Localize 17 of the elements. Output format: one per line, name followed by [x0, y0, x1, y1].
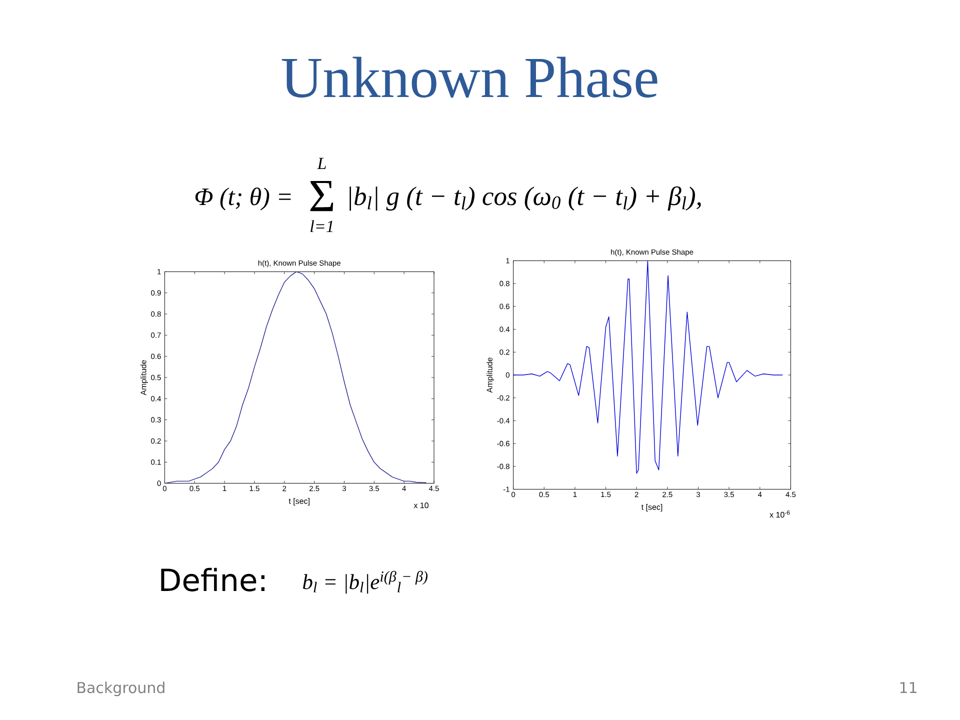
text: x 10	[414, 502, 428, 508]
y-axis-title: Amplitude	[140, 360, 148, 396]
y-axis-title: Amplitude	[486, 358, 494, 393]
text: L	[317, 158, 326, 169]
text: b$_{l}$ = |b$_{l}$|e$^{i(β}$l− β)	[303, 570, 428, 594]
text: 11	[900, 682, 916, 694]
text: Unknown Phase	[282, 56, 658, 98]
line-series	[512, 260, 784, 474]
text: Define:	[161, 568, 264, 592]
text: l=1	[310, 220, 333, 232]
text: Σ	[310, 180, 334, 212]
text: x 10$^{-6}$	[770, 510, 790, 518]
x-axis-title: t [sec]	[641, 504, 662, 512]
text: Φ (t; θ) =	[195, 188, 291, 210]
x-axis-title: t [sec]	[288, 498, 310, 506]
text: |b$_{l}$| g (t − t$_{l}$) cos (ω$_{0}$ (t − t$_{l}$) + β$_{l}$),	[350, 186, 701, 211]
text: Background	[78, 682, 164, 696]
